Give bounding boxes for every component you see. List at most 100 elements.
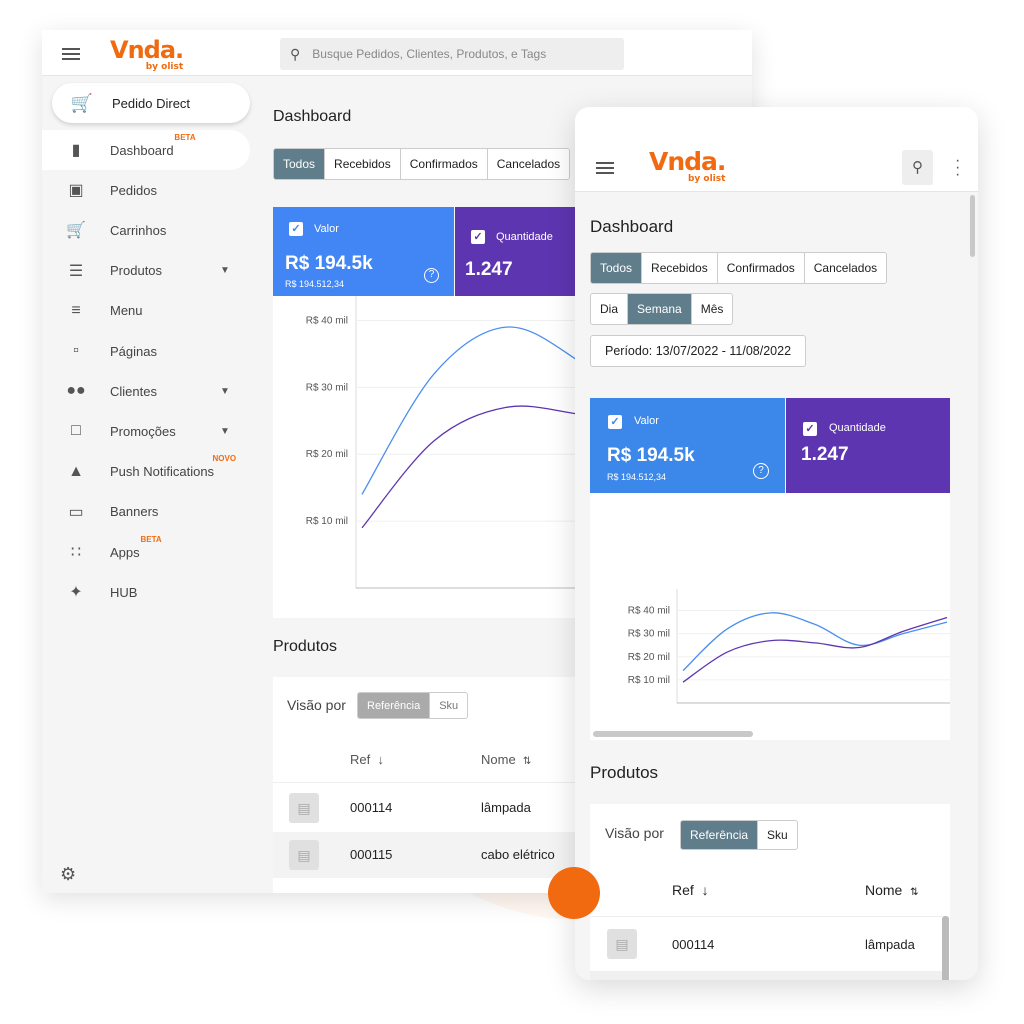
chart-panel: R$ 10 mil R$ 20 mil R$ 30 mil R$ 40 mil xyxy=(273,277,752,618)
sidebar-item-menu[interactable]: ≡ Menu xyxy=(42,291,250,331)
hamburger-icon[interactable] xyxy=(596,162,614,174)
tab-recebidos[interactable]: Recebidos xyxy=(642,253,718,283)
table-row[interactable] xyxy=(590,971,942,980)
sidebar-item-promoções[interactable]: □ Promoções ▼ xyxy=(42,411,250,451)
sidebar-item-pedidos[interactable]: ▣ Pedidos xyxy=(42,170,250,210)
tab-dia[interactable]: Dia xyxy=(591,294,629,324)
help-icon[interactable]: ? xyxy=(753,463,769,479)
people-icon: ●● xyxy=(66,382,86,400)
cart-plus-icon: 🛒 xyxy=(70,92,94,113)
tab-todos[interactable]: Todos xyxy=(591,253,643,283)
tab-confirmados[interactable]: Confirmados xyxy=(401,149,488,179)
visao-toggle: Referência Sku xyxy=(680,820,798,850)
period-tabs: Dia Semana Mês xyxy=(590,293,734,325)
column-nome[interactable]: Nome ⇅ xyxy=(865,882,919,898)
list-icon: ☰ xyxy=(68,262,84,280)
tab-cancelados[interactable]: Cancelados xyxy=(813,261,878,275)
badge: BETA xyxy=(174,132,196,142)
monitor-icon: ▭ xyxy=(68,503,84,521)
sidebar-label-wrap: Menu xyxy=(110,303,143,318)
sidebar-item-apps[interactable]: ∷ Apps BETA xyxy=(42,532,250,572)
y-tick-label: R$ 30 mil xyxy=(306,382,348,393)
valor-card[interactable]: ✓ Valor R$ 194.5k R$ 194.512,34 ? xyxy=(590,398,785,493)
y-tick-label: R$ 20 mil xyxy=(306,449,348,460)
produtos-title: Produtos xyxy=(590,763,659,782)
table-row[interactable]: ▤ 000115 cabo elétrico xyxy=(273,832,585,878)
sidebar-item-dashboard[interactable]: ▮ Dashboard BETA xyxy=(42,130,250,170)
tab-semana[interactable]: Semana xyxy=(628,294,692,324)
sidebar-item-carrinhos[interactable]: 🛒 Carrinhos xyxy=(42,210,250,250)
sidebar-item-label: Banners xyxy=(110,504,159,520)
chevron-down-icon[interactable]: ▼ xyxy=(220,265,230,277)
sidebar-item-label: Promoções xyxy=(110,423,176,439)
sidebar-item-banners[interactable]: ▭ Banners xyxy=(42,492,250,532)
table-scrollbar[interactable] xyxy=(942,916,949,980)
table-row[interactable]: ▤ 000114 lâmpada xyxy=(273,782,585,832)
sidebar-label-wrap: Promoções xyxy=(110,424,176,439)
tab-confirmados[interactable]: Confirmados xyxy=(718,253,805,283)
column-nome[interactable]: Nome ⇅ xyxy=(481,752,532,767)
sidebar-item-hub[interactable]: ✦ HUB xyxy=(42,572,250,612)
series-line-valor xyxy=(682,612,948,672)
search-icon: ⚲ xyxy=(290,45,301,62)
horizontal-scrollbar[interactable] xyxy=(593,731,753,737)
page-icon: ▫ xyxy=(73,342,79,359)
quantidade-card[interactable]: ✓ Quantidade 1.247 xyxy=(786,398,950,493)
pedido-direct-button[interactable]: 🛒 Pedido Direct xyxy=(52,83,250,123)
periodo-selector[interactable]: Período: 13/07/2022 - 11/08/2022 xyxy=(590,335,807,367)
image-placeholder-icon: ▤ xyxy=(607,929,637,959)
help-icon[interactable]: ? xyxy=(424,268,439,283)
sidebar-item-páginas[interactable]: ▫ Páginas xyxy=(42,331,250,371)
visao-sku[interactable]: Sku xyxy=(767,828,788,842)
column-ref[interactable]: Ref ↓ xyxy=(350,752,384,767)
checkbox-quantidade[interactable]: ✓ xyxy=(803,422,817,436)
sidebar-label-wrap: Pedidos xyxy=(110,183,157,198)
sidebar-item-produtos[interactable]: ☰ Produtos ▼ xyxy=(42,251,250,291)
search-button[interactable]: ⚲ xyxy=(902,150,933,185)
status-tabs: Todos Recebidos Confirmados Cancelados xyxy=(273,148,571,180)
badge: BETA xyxy=(140,534,162,544)
line-chart: R$ 10 mil R$ 20 mil R$ 30 mil R$ 40 mil xyxy=(306,277,752,589)
sidebar-item-label: Menu xyxy=(110,303,143,319)
sidebar-item-push-notifications[interactable]: ▲ Push Notifications NOVO xyxy=(42,452,250,492)
y-tick-label: R$ 40 mil xyxy=(306,315,348,326)
more-options-icon[interactable]: · · · xyxy=(955,152,961,183)
checkbox-valor[interactable]: ✓ xyxy=(608,415,622,429)
visao-sku[interactable]: Sku xyxy=(439,699,459,712)
bell-icon: ▲ xyxy=(68,462,84,480)
visao-toggle: Referência Sku xyxy=(357,692,469,719)
settings-icon[interactable]: ⚙ xyxy=(60,864,77,884)
tab-recebidos[interactable]: Recebidos xyxy=(325,149,401,179)
inbox-icon: ▣ xyxy=(68,182,84,200)
tab-todos[interactable]: Todos xyxy=(274,149,326,179)
apps-icon: ∷ xyxy=(70,544,82,561)
menu-icon: ≡ xyxy=(71,301,81,319)
y-tick-label: R$ 30 mil xyxy=(628,629,670,640)
tab-cancelados[interactable]: Cancelados xyxy=(496,157,561,171)
checkbox-quantidade[interactable]: ✓ xyxy=(471,230,485,244)
sidebar-label-wrap: HUB xyxy=(110,585,137,600)
table-row[interactable]: ▤ 000114 lâmpada xyxy=(590,916,942,971)
sidebar-label-wrap: Push Notifications NOVO xyxy=(110,454,236,479)
hamburger-icon[interactable] xyxy=(62,48,80,60)
chevron-down-icon[interactable]: ▼ xyxy=(220,425,230,437)
visao-referencia[interactable]: Referência xyxy=(681,821,759,849)
series-line-valor xyxy=(361,326,752,495)
y-tick-label: R$ 40 mil xyxy=(628,606,670,617)
vertical-scrollbar[interactable] xyxy=(970,195,975,257)
column-ref[interactable]: Ref ↓ xyxy=(672,882,709,898)
valor-card[interactable]: ✓ Valor R$ 194.5k R$ 194.512,34 ? xyxy=(273,207,454,296)
badge: NOVO xyxy=(212,454,237,464)
quantidade-card[interactable]: ✓ Quantidade 1.247 xyxy=(455,207,585,296)
sidebar-item-label: Carrinhos xyxy=(110,222,167,238)
visao-referencia[interactable]: Referência xyxy=(358,693,431,718)
image-placeholder-icon: ▤ xyxy=(289,793,319,823)
checkbox-valor[interactable]: ✓ xyxy=(289,222,303,236)
tab-mês[interactable]: Mês xyxy=(700,302,724,316)
sidebar-item-clientes[interactable]: ●● Clientes ▼ xyxy=(42,371,250,411)
search-bar[interactable]: ⚲ Busque Pedidos, Clientes, Produtos, e … xyxy=(280,38,624,70)
sidebar-item-label: Clientes xyxy=(110,383,157,399)
produtos-table: Visão por Referência Sku Ref ↓ Nome ⇅ ▤ … xyxy=(273,677,585,893)
y-tick-label: R$ 20 mil xyxy=(628,652,670,663)
chevron-down-icon[interactable]: ▼ xyxy=(220,385,230,397)
